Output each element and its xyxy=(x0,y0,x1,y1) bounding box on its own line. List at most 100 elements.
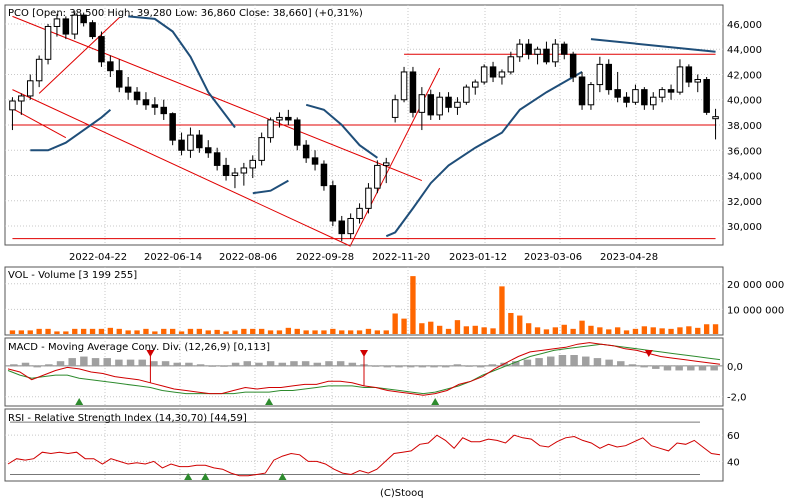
volume-bar xyxy=(347,330,354,334)
macd-histogram-bar xyxy=(698,365,707,371)
buy-signal-arrow xyxy=(75,398,84,405)
volume-bar xyxy=(116,328,122,334)
volume-bar xyxy=(45,328,51,334)
macd-histogram-bar xyxy=(255,362,263,366)
candle-down xyxy=(169,113,176,141)
macd-histogram-bar xyxy=(535,358,543,366)
candle-up xyxy=(258,137,265,161)
volume-bar xyxy=(54,331,60,334)
moving-average-line xyxy=(128,15,236,129)
volume-bar xyxy=(187,328,194,334)
candle-down xyxy=(62,18,70,35)
candle-down xyxy=(641,89,648,106)
volume-title: VOL - Volume [3 199 255] xyxy=(8,270,137,281)
macd-signal-markers xyxy=(75,350,653,405)
macd-histogram-bar xyxy=(68,358,76,366)
volume-panel xyxy=(4,266,724,336)
rsi-buy-signal-arrow xyxy=(184,473,193,480)
volume-bar xyxy=(89,328,96,334)
rsi-y-axis-labels: 60 40 xyxy=(727,431,740,468)
price-y-tick-label: 36,000 xyxy=(727,146,762,157)
candle-up xyxy=(44,25,52,60)
volume-bar xyxy=(250,328,256,334)
volume-bar xyxy=(454,320,461,334)
candle-up xyxy=(418,94,426,113)
volume-bar xyxy=(72,328,78,334)
volume-y-axis-labels: 20 000 000 10 000 000 xyxy=(727,280,784,317)
candle-down xyxy=(285,116,292,121)
volume-bar xyxy=(134,330,140,334)
candle-up xyxy=(382,162,390,166)
candle-down xyxy=(124,86,132,93)
macd-y-tick-label: 0,0 xyxy=(727,362,743,373)
volume-bar xyxy=(285,327,292,334)
volume-bar xyxy=(463,326,470,334)
candle-down xyxy=(133,91,141,101)
volume-y-tick-label: 20 000 000 xyxy=(727,280,784,291)
volume-bar xyxy=(445,328,452,334)
volume-bar xyxy=(232,330,238,334)
moving-average-line xyxy=(385,71,583,238)
price-x-tick-label: 2022-09-28 xyxy=(296,252,354,263)
candle-down xyxy=(560,43,568,55)
price-x-tick-label: 2022-06-14 xyxy=(144,252,202,263)
volume-bar xyxy=(490,328,496,334)
candle-down xyxy=(151,104,159,108)
macd-histogram-bar xyxy=(710,365,718,371)
candle-up xyxy=(463,86,470,103)
price-x-tick-label: 2023-03-06 xyxy=(524,252,582,263)
candle-down xyxy=(302,144,310,159)
candle-up xyxy=(347,217,354,235)
volume-bar xyxy=(606,329,612,334)
volume-bar xyxy=(543,329,550,334)
macd-histogram-bar xyxy=(512,361,520,366)
macd-histogram-bar xyxy=(617,361,625,366)
candle-up xyxy=(187,134,194,151)
rsi-signal-markers xyxy=(184,473,287,480)
candle-down xyxy=(222,164,230,177)
macd-histogram xyxy=(10,355,718,371)
volume-bar xyxy=(588,325,594,334)
macd-histogram-bar xyxy=(56,361,65,366)
macd-histogram-bar xyxy=(453,364,462,366)
price-x-tick-label: 2022-08-06 xyxy=(219,252,277,263)
candle-down xyxy=(623,96,630,103)
candle-up xyxy=(676,66,684,93)
candle-down xyxy=(569,53,577,78)
candle-down xyxy=(703,79,710,113)
macd-histogram-bar xyxy=(406,365,415,368)
price-y-tick-label: 38,000 xyxy=(727,121,762,132)
macd-histogram-bar xyxy=(628,364,637,366)
candle-up xyxy=(18,95,25,102)
price-y-axis-labels: 46,000 44,000 42,000 40,000 38,000 36,000 34,0… xyxy=(727,20,762,233)
macd-title: MACD - Moving Average Conv. Div. (12,26,… xyxy=(8,342,270,353)
candle-down xyxy=(178,139,185,151)
candle-up xyxy=(356,207,363,219)
rsi-y-tick-label: 40 xyxy=(727,457,740,468)
price-y-tick-label: 40,000 xyxy=(727,96,762,107)
copyright-footer: (C)Stooq xyxy=(380,488,424,499)
macd-histogram-bar xyxy=(80,356,88,366)
volume-bar xyxy=(525,323,532,334)
trendline-blue xyxy=(590,38,716,53)
volume-bar xyxy=(294,328,300,334)
price-y-tick-label: 32,000 xyxy=(727,197,762,208)
volume-bar xyxy=(374,330,381,334)
moving-average-line xyxy=(305,103,378,159)
price-y-tick-label: 30,000 xyxy=(727,222,762,233)
macd-histogram-bar xyxy=(173,362,181,366)
macd-histogram-bar xyxy=(418,365,427,368)
candle-up xyxy=(658,89,666,98)
macd-histogram-bar xyxy=(652,365,660,369)
volume-bar xyxy=(508,312,514,334)
volume-bar xyxy=(703,324,710,334)
volume-bar xyxy=(356,330,363,334)
volume-bar xyxy=(36,328,42,334)
volume-bar xyxy=(169,328,176,334)
candle-down xyxy=(204,147,212,154)
candle-down xyxy=(142,99,150,106)
price-y-tick-label: 44,000 xyxy=(727,45,762,56)
macd-histogram-bar xyxy=(21,362,30,366)
candle-up xyxy=(365,187,372,209)
rsi-grid xyxy=(5,409,723,481)
